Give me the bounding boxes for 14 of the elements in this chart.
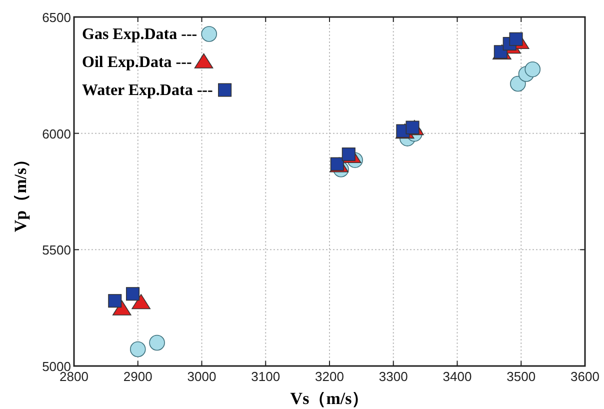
- y-axis-title: Vp（m/s）: [11, 150, 30, 232]
- x-tick-label: 3200: [315, 369, 344, 384]
- y-tick-label: 6000: [42, 126, 71, 142]
- x-axis-title: Vs（m/s）: [290, 389, 369, 408]
- x-tick-label: 3400: [442, 369, 472, 384]
- x-tick-label: 3100: [251, 369, 280, 384]
- x-tick-label: 3500: [506, 369, 536, 384]
- legend-label: Oil Exp.Data ---: [82, 54, 192, 71]
- x-tick-label: 3000: [187, 369, 216, 384]
- x-tick-label: 3600: [570, 369, 600, 384]
- y-tick-label: 5500: [42, 242, 71, 258]
- x-tick-label: 2900: [123, 369, 152, 384]
- y-tick-label: 6500: [42, 10, 71, 25]
- x-tick-label: 3300: [378, 369, 408, 384]
